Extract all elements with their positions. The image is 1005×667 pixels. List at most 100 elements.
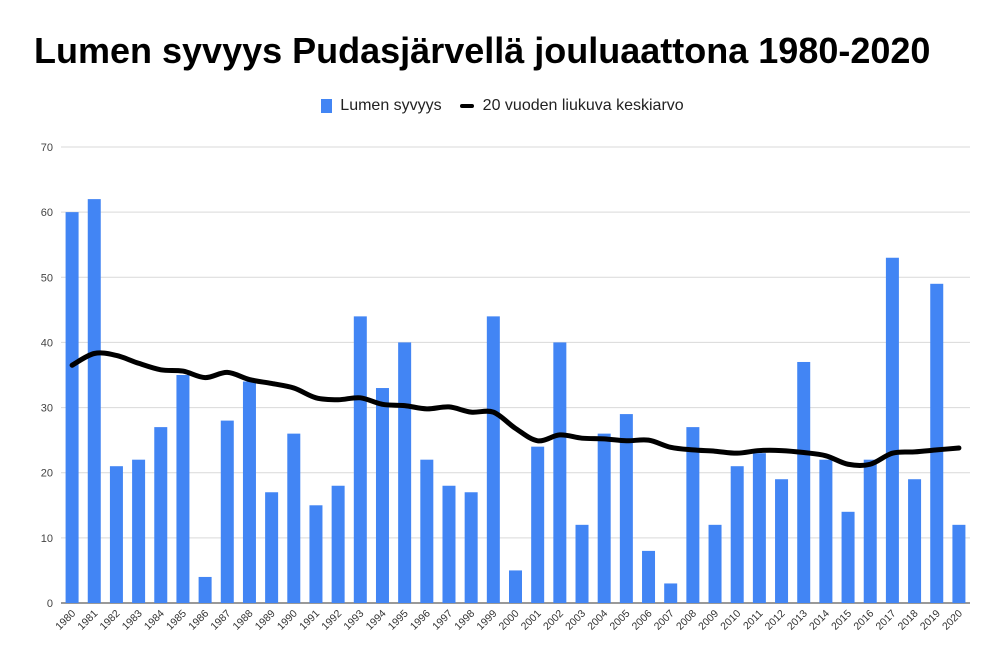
bar-1990	[287, 433, 301, 603]
x-tick-label: 2014	[807, 608, 832, 633]
moving-average-series	[69, 350, 962, 468]
x-tick-label: 1991	[297, 608, 322, 633]
y-tick-label: 60	[41, 207, 53, 219]
x-tick-label: 2002	[541, 608, 566, 633]
y-tick-label: 20	[41, 468, 53, 480]
legend-label-line: 20 vuoden liukuva keskiarvo	[482, 97, 684, 114]
y-tick-label: 40	[41, 337, 53, 349]
moving-average-line	[69, 350, 962, 468]
x-tick-label: 2017	[874, 608, 899, 633]
x-tick-label: 2008	[674, 608, 699, 633]
x-tick-label: 2020	[940, 608, 965, 633]
chart-title: Lumen syvyys Pudasjärvellä jouluaattona …	[34, 30, 931, 71]
x-tick-label: 2011	[741, 608, 766, 633]
bar-1989	[265, 492, 279, 603]
x-tick-label: 1997	[430, 608, 455, 633]
bar-2002	[553, 342, 567, 603]
bar-1984	[154, 427, 168, 603]
bar-1981	[87, 199, 101, 603]
x-tick-label: 1983	[120, 608, 145, 633]
bar-2015	[841, 511, 855, 603]
bar-1993	[353, 316, 367, 603]
x-tick-label: 1995	[386, 608, 411, 633]
x-tick-label: 2000	[497, 608, 522, 633]
bar-1995	[398, 342, 412, 603]
bar-2003	[575, 524, 589, 603]
bar-2001	[531, 446, 545, 603]
y-tick-label: 50	[41, 272, 53, 284]
y-tick-label: 0	[47, 598, 53, 610]
bar-2006	[642, 550, 656, 603]
x-tick-label: 1981	[75, 608, 100, 633]
legend-bar-swatch	[321, 99, 333, 113]
x-tick-label: 1992	[319, 608, 344, 633]
x-tick-label: 2018	[896, 608, 921, 633]
bar-1983	[132, 459, 146, 603]
grid-lines	[61, 146, 970, 604]
x-tick-label: 2005	[607, 608, 632, 633]
legend-label-bars: Lumen syvyys	[340, 97, 442, 114]
bar-1998	[464, 492, 478, 603]
bar-2007	[664, 583, 678, 603]
x-tick-label: 2010	[718, 608, 743, 633]
y-tick-label: 30	[41, 403, 53, 415]
chart-legend: Lumen syvyys 20 vuoden liukuva keskiarvo	[0, 97, 1005, 115]
x-tick-label: 1982	[98, 608, 123, 633]
bar-1988	[242, 381, 256, 603]
bar-1980	[65, 212, 79, 603]
x-tick-label: 2015	[829, 608, 854, 633]
legend-item-line: 20 vuoden liukuva keskiarvo	[459, 97, 684, 115]
x-tick-label: 1985	[164, 608, 189, 633]
x-tick-label: 1999	[474, 608, 499, 633]
x-tick-label: 2016	[851, 608, 876, 633]
bar-2013	[797, 361, 811, 603]
y-tick-label: 10	[41, 533, 53, 545]
bar-2005	[619, 414, 633, 603]
x-tick-label: 2006	[630, 608, 655, 633]
x-tick-label: 1990	[275, 608, 300, 633]
bar-2004	[597, 433, 611, 603]
bar-2009	[708, 524, 722, 603]
x-tick-label: 2009	[696, 608, 721, 633]
x-tick-label: 2013	[785, 608, 810, 633]
y-tick-label: 70	[41, 142, 53, 154]
bar-2020	[952, 524, 966, 603]
bar-1987	[220, 420, 234, 603]
x-tick-label: 1980	[53, 608, 78, 633]
bar-2017	[885, 257, 899, 603]
bar-2019	[930, 283, 944, 603]
x-tick-label: 2003	[563, 608, 588, 633]
bar-1991	[309, 505, 323, 603]
x-tick-label: 1996	[408, 608, 433, 633]
x-tick-label: 1987	[208, 608, 233, 633]
x-axis-tick-labels: 1980198119821983198419851986198719881989…	[53, 608, 965, 633]
bar-1986	[198, 576, 212, 603]
bar-2010	[730, 466, 744, 603]
x-tick-label: 1993	[341, 608, 366, 633]
x-tick-label: 2019	[918, 608, 943, 633]
legend-line-swatch	[459, 104, 474, 108]
bar-2016	[863, 459, 877, 603]
bar-1997	[442, 485, 456, 603]
bar-2012	[775, 479, 789, 603]
x-tick-label: 1989	[253, 608, 278, 633]
bar-2000	[509, 570, 522, 603]
bar-1985	[176, 375, 190, 603]
x-tick-label: 2001	[519, 608, 544, 633]
bar-1992	[331, 485, 345, 603]
bar-1994	[375, 388, 389, 603]
bar-1996	[420, 459, 434, 603]
x-tick-label: 2012	[763, 608, 788, 633]
x-tick-label: 1994	[364, 608, 389, 633]
bar-2014	[819, 459, 833, 603]
bar-2011	[752, 453, 766, 603]
x-tick-label: 1998	[452, 608, 477, 633]
bar-2008	[686, 427, 700, 603]
bar-2018	[908, 479, 922, 603]
x-tick-label: 1984	[142, 608, 167, 633]
x-tick-label: 1986	[186, 608, 211, 633]
bar-series	[65, 199, 966, 603]
x-tick-label: 1988	[231, 608, 256, 633]
bar-1982	[109, 466, 123, 603]
